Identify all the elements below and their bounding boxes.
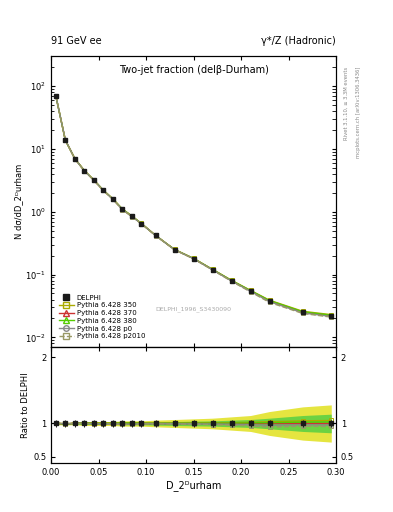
- Legend: DELPHI, Pythia 6.428 350, Pythia 6.428 370, Pythia 6.428 380, Pythia 6.428 p0, P: DELPHI, Pythia 6.428 350, Pythia 6.428 3…: [57, 293, 147, 340]
- Y-axis label: N dσ/dD_2ᴰurham: N dσ/dD_2ᴰurham: [14, 164, 23, 239]
- Text: 91 GeV ee: 91 GeV ee: [51, 36, 102, 46]
- Text: γ*/Z (Hadronic): γ*/Z (Hadronic): [261, 36, 336, 46]
- Text: DELPHI_1996_S3430090: DELPHI_1996_S3430090: [156, 306, 231, 312]
- Text: Rivet 3.1.10, ≥ 3.3M events: Rivet 3.1.10, ≥ 3.3M events: [344, 67, 349, 140]
- X-axis label: D_2ᴰurham: D_2ᴰurham: [166, 480, 221, 491]
- Text: mcplots.cern.ch [arXiv:1306.3436]: mcplots.cern.ch [arXiv:1306.3436]: [356, 67, 361, 158]
- Y-axis label: Ratio to DELPHI: Ratio to DELPHI: [21, 372, 30, 438]
- Text: Two-jet fraction (delβ-Durham): Two-jet fraction (delβ-Durham): [119, 65, 268, 75]
